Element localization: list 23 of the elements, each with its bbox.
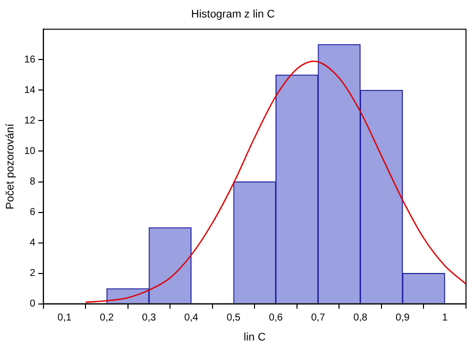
- x-tick-label: 0,2: [100, 312, 114, 324]
- y-tick-label: 16: [24, 54, 36, 66]
- x-axis-title: lin C: [244, 331, 266, 344]
- y-tick-label: 0: [30, 298, 36, 310]
- x-tick-label: 0,5: [226, 312, 241, 324]
- chart-title: Histogram z lin C: [191, 8, 275, 21]
- y-tick-label: 8: [30, 176, 36, 188]
- x-tick-label: 0,7: [311, 312, 326, 324]
- x-tick-label: 0,6: [268, 312, 284, 324]
- x-tick-label: 0,3: [142, 312, 156, 324]
- x-tick-label: 0,9: [396, 312, 410, 324]
- x-tick-label: 0,1: [58, 312, 72, 324]
- x-tick-label: 0,4: [184, 312, 199, 324]
- y-axis-title: Počet pozorování: [4, 122, 17, 210]
- y-tick-label: 4: [30, 238, 36, 249]
- x-tick-label: 1: [442, 312, 448, 324]
- y-tick-label: 6: [30, 207, 36, 218]
- y-tick-label: 2: [30, 268, 36, 280]
- y-tick-label: 12: [24, 115, 36, 126]
- line-series: [84, 60, 466, 303]
- y-tick-label: 10: [24, 146, 36, 157]
- y-tick-label: 14: [24, 84, 36, 96]
- x-tick-label: 0,8: [353, 312, 368, 324]
